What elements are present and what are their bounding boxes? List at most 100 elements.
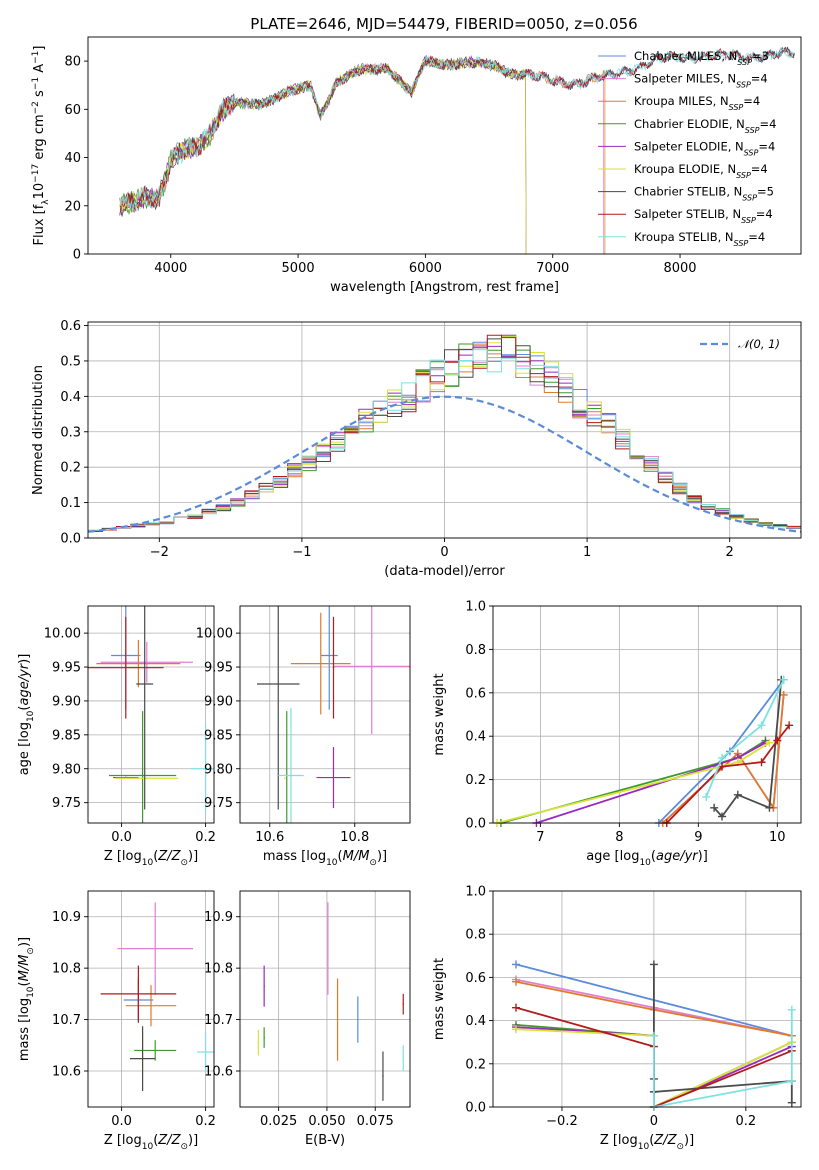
y-axis-label: Flux [fλ10−17 erg cm−2 s−1 A−1] bbox=[31, 46, 51, 246]
weight-marker bbox=[511, 1003, 520, 1012]
weight-marker bbox=[787, 1005, 796, 1014]
y-tick-label: 10.00 bbox=[196, 627, 233, 642]
errorbar-kroupa-elodie bbox=[115, 777, 179, 780]
y-tick-label: 10.8 bbox=[52, 962, 81, 977]
y-tick-label: 0.3 bbox=[60, 425, 81, 440]
weight-marker bbox=[702, 792, 711, 801]
weight-marker bbox=[511, 977, 520, 986]
weight-marker bbox=[757, 721, 766, 730]
y-tick-label: 1.0 bbox=[465, 885, 486, 900]
x-tick-label: 0 bbox=[650, 1114, 658, 1129]
y-axis-label: mass [log10(M/M⊙)] bbox=[17, 937, 36, 1061]
weight-marker bbox=[649, 960, 658, 969]
axes-frame bbox=[492, 890, 802, 1108]
y-axis-label: mass weight bbox=[432, 958, 447, 1040]
errorbar-chabrier-miles bbox=[320, 606, 338, 710]
spectrum-line-salpeter-stelib bbox=[119, 47, 795, 216]
weight-marker bbox=[733, 790, 742, 799]
x-tick-label: 10.6 bbox=[255, 830, 284, 845]
y-tick-label: 0.6 bbox=[465, 686, 486, 701]
spectrum-line-chabrier-elodie bbox=[119, 54, 527, 254]
x-tick-label: 7 bbox=[536, 830, 544, 845]
weight-marker bbox=[765, 738, 774, 747]
errorbar-kroupa-elodie bbox=[257, 1029, 260, 1056]
panel-mass_vs_EBV: 0.025 0.050 0.075 10.6 10.7 10.8 10.9 E(B-V) bbox=[204, 890, 411, 1148]
y-tick-label: 0.4 bbox=[465, 1014, 486, 1029]
errorbar-kroupa-elodie bbox=[283, 777, 286, 780]
y-tick-label: 0.0 bbox=[465, 817, 486, 832]
x-tick-label: 8 bbox=[615, 830, 623, 845]
y-tick-label: 10.9 bbox=[204, 910, 233, 925]
y-tick-label: 0.2 bbox=[465, 773, 486, 788]
x-tick-label: 0 bbox=[440, 545, 448, 560]
y-tick-label: 9.80 bbox=[52, 762, 81, 777]
errorbar-chabrier-miles bbox=[357, 996, 359, 1043]
errorbar-kroupa-stelib bbox=[278, 707, 304, 823]
panel-age_vs_mass: 10.6 10.8 9.75 9.80 9.85 9.90 9.95 10.00 mass [l… bbox=[196, 605, 411, 868]
axes-frame bbox=[492, 605, 802, 824]
x-axis-label: Z [log10(Z/Z⊙)] bbox=[104, 1133, 198, 1152]
y-axis-label: mass weight bbox=[432, 673, 447, 755]
errorbar-salpeter-elodie bbox=[263, 965, 265, 1007]
errorbar-chabrier-elodie bbox=[109, 711, 177, 823]
y-tick-label: 9.95 bbox=[204, 661, 233, 676]
panel-mass_weight_vs_age: 7 8 9 10 0.0 0.2 0.4 0.6 0.8 1.0 age [log10(age/yr… bbox=[432, 600, 802, 868]
x-tick-label: 0.2 bbox=[735, 1114, 756, 1129]
y-tick-label: 10.6 bbox=[52, 1065, 81, 1080]
y-tick-label: 0.1 bbox=[60, 496, 81, 511]
legend-label: Salpeter ELODIE, NSSP=4 bbox=[634, 139, 775, 157]
errorbar-chabrier-elodie bbox=[263, 1027, 265, 1048]
x-axis-label: mass [log10(M/M⊙)] bbox=[263, 849, 387, 868]
errorbar-salpeter-stelib bbox=[332, 616, 335, 719]
x-tick-label: −2 bbox=[150, 545, 169, 560]
y-tick-label: 9.90 bbox=[204, 694, 233, 709]
spectrum-line-kroupa-stelib bbox=[119, 47, 795, 212]
y-tick-label: 9.85 bbox=[204, 728, 233, 743]
axes-frame bbox=[87, 890, 215, 1108]
legend-label: Chabrier STELIB, NSSP=5 bbox=[634, 185, 774, 203]
x-tick-label: 0.050 bbox=[308, 1114, 345, 1129]
legend-label: Kroupa MILES, NSSP=4 bbox=[634, 94, 760, 112]
weight-line-kroupa-stelib bbox=[653, 1009, 793, 1107]
x-axis-label: E(B-V) bbox=[305, 1133, 345, 1148]
errorbar-chabrier-stelib bbox=[382, 1051, 384, 1101]
axes-frame bbox=[87, 321, 802, 539]
x-tick-label: 1 bbox=[583, 545, 591, 560]
weight-marker bbox=[787, 1077, 796, 1086]
x-axis-label: wavelength [Angstrom, rest frame] bbox=[330, 280, 559, 295]
y-tick-label: 0 bbox=[73, 248, 81, 263]
y-tick-label: 0.2 bbox=[60, 461, 81, 476]
errorbar-kroupa-miles bbox=[125, 985, 177, 1027]
y-tick-label: 9.80 bbox=[204, 762, 233, 777]
axes-frame bbox=[87, 605, 215, 824]
weight-marker bbox=[779, 675, 788, 684]
x-tick-label: 0.0 bbox=[111, 830, 132, 845]
x-tick-label: 0.0 bbox=[111, 1114, 132, 1129]
errorbar-salpeter-stelib bbox=[88, 616, 164, 719]
y-tick-label: 0.8 bbox=[465, 643, 486, 658]
panel-residuals: −2 −1 0 1 2 0.0 0.1 0.2 0.3 0.4 0.5 0.6 𝒩(0, 1) (data… bbox=[31, 319, 802, 579]
axes-frame bbox=[239, 890, 411, 1108]
legend-label: 𝒩(0, 1) bbox=[738, 337, 780, 351]
x-tick-label: 7000 bbox=[536, 261, 569, 276]
weight-line-chabrier-stelib bbox=[653, 964, 793, 1103]
errorbar-kroupa-miles bbox=[291, 612, 351, 715]
weight-marker bbox=[773, 736, 782, 745]
weight-line-chabrier-miles bbox=[658, 679, 785, 823]
panel-mass_vs_Z: 0.0 0.2 10.6 10.7 10.8 10.9 Z [log10(Z/Z⊙)] mas… bbox=[17, 890, 216, 1152]
legend-label: Salpeter MILES, NSSP=4 bbox=[634, 72, 768, 90]
x-axis-label: age [log10(age/yr)] bbox=[586, 849, 708, 868]
axes-frame bbox=[87, 36, 802, 255]
x-tick-label: −0.2 bbox=[546, 1114, 578, 1129]
x-tick-label: 9 bbox=[694, 830, 702, 845]
x-tick-label: 0.025 bbox=[260, 1114, 297, 1129]
y-tick-label: 9.95 bbox=[52, 661, 81, 676]
weight-line-kroupa-elodie bbox=[496, 741, 770, 823]
weight-line-salpeter-elodie bbox=[536, 741, 766, 823]
y-tick-label: 9.75 bbox=[204, 796, 233, 811]
weight-marker bbox=[779, 690, 788, 699]
x-axis-label: Z [log10(Z/Z⊙)] bbox=[600, 1133, 694, 1152]
y-tick-label: 10.7 bbox=[204, 1013, 233, 1028]
y-tick-label: 10.6 bbox=[204, 1065, 233, 1080]
legend-label: Chabrier ELODIE, NSSP=4 bbox=[634, 117, 776, 135]
